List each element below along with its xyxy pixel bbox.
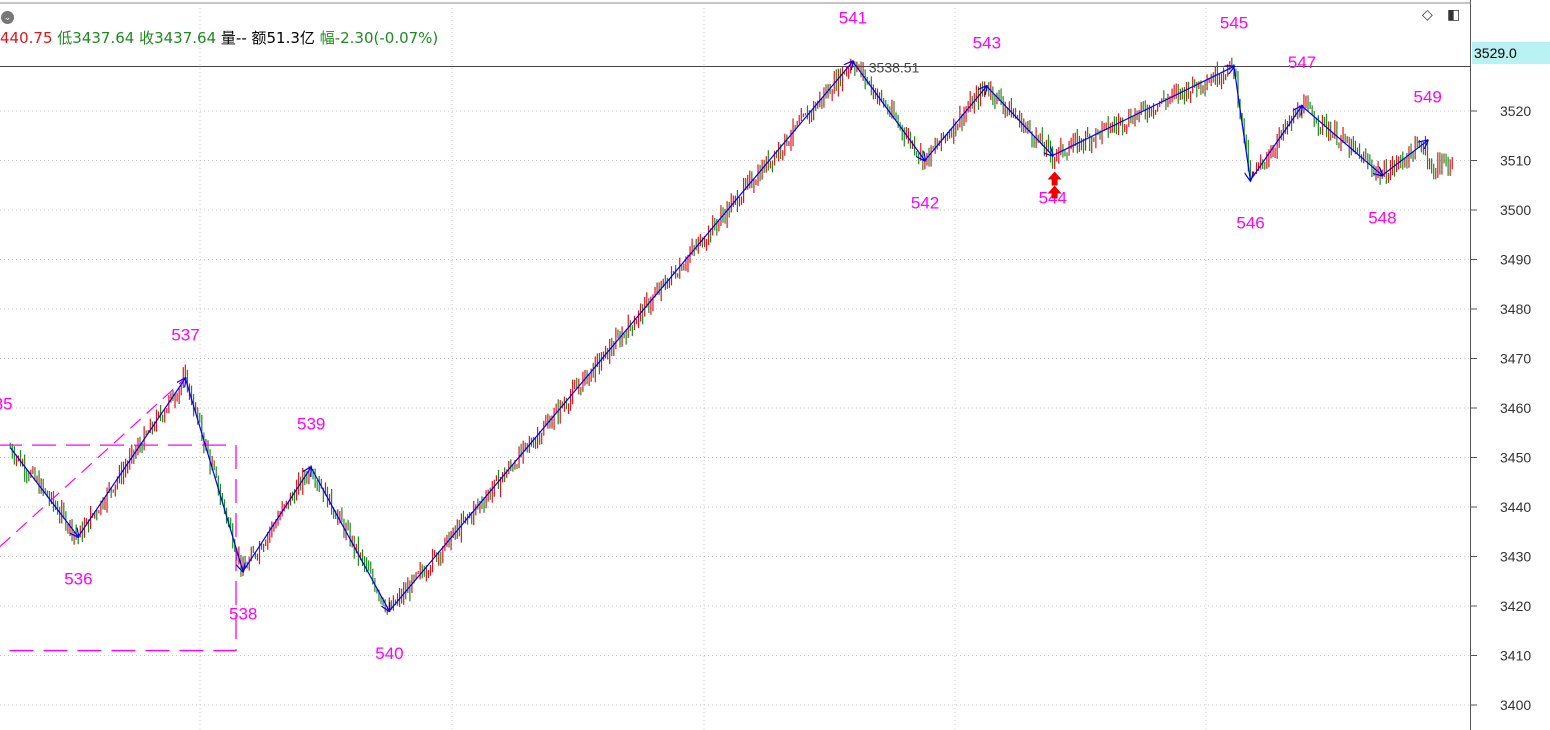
y-tick-label: 3450 <box>1500 450 1531 466</box>
high-marker-label: 3538.51 <box>869 59 920 75</box>
wave-label-549: 549 <box>1414 88 1442 107</box>
wave-segment <box>1249 106 1302 181</box>
ohlc-info-bar: 440.75 低3437.64 收3437.64 量-- 额51.3亿 幅-2.… <box>0 27 438 48</box>
low-value: 低3437.64 <box>57 29 135 47</box>
wave-label-548: 548 <box>1368 208 1396 227</box>
wave-segment <box>924 86 987 161</box>
wave-label-537: 537 <box>171 325 199 344</box>
wave-label-547: 547 <box>1288 53 1316 72</box>
amount-value: 额51.3亿 <box>251 29 315 47</box>
y-tick-label: 3500 <box>1500 202 1531 218</box>
y-tick-label: 3440 <box>1500 499 1531 515</box>
wave-segment <box>9 447 78 537</box>
wave-label-538: 538 <box>229 604 257 623</box>
y-tick-label: 3400 <box>1500 697 1531 713</box>
wave-segment <box>388 62 853 612</box>
wave-segment <box>242 467 311 572</box>
buy-signal-arrow-icon <box>1047 171 1062 199</box>
y-tick-label: 3430 <box>1500 549 1531 565</box>
wave-segment <box>77 378 185 538</box>
high-value: 440.75 <box>0 29 53 47</box>
wave-segment <box>852 61 925 161</box>
wave-segment <box>310 467 389 611</box>
current-price-badge: 3529.0 <box>1472 42 1550 64</box>
panel-toggle-icon[interactable]: ◧ <box>1447 6 1461 22</box>
close-value: 收3437.64 <box>139 29 217 47</box>
wave-label-541: 541 <box>839 9 867 28</box>
wave-label-535: 535 <box>0 395 13 414</box>
channel-line <box>0 377 186 548</box>
y-tick-label: 3470 <box>1500 351 1531 367</box>
wave-segment <box>184 378 243 571</box>
wave-label-539: 539 <box>297 414 325 433</box>
wave-segment <box>1052 66 1234 157</box>
change-value: 幅-2.30(-0.07%) <box>319 29 439 47</box>
wave-label-545: 545 <box>1220 13 1248 32</box>
y-tick-label: 3420 <box>1500 598 1531 614</box>
y-tick-label: 3510 <box>1500 153 1531 169</box>
wave-segment <box>986 85 1053 155</box>
wave-label-542: 542 <box>911 194 939 213</box>
y-tick-label: 3460 <box>1500 400 1531 416</box>
wave-label-546: 546 <box>1236 213 1264 232</box>
y-tick-label: 3520 <box>1500 103 1531 119</box>
volume-value: 量-- <box>220 29 247 47</box>
y-tick-label: 3490 <box>1500 252 1531 268</box>
wave-segment <box>1381 141 1427 176</box>
y-tick-label: 3410 <box>1500 648 1531 664</box>
wave-segment <box>1301 105 1382 175</box>
wave-segment <box>1233 66 1250 180</box>
diamond-icon[interactable]: ◇ <box>1422 6 1433 22</box>
y-tick-label: 3480 <box>1500 301 1531 317</box>
collapse-icon[interactable]: ⌄ <box>1 11 14 24</box>
wave-label-540: 540 <box>375 644 403 663</box>
wave-label-536: 536 <box>64 570 92 589</box>
chart-plot-area[interactable] <box>0 0 1471 730</box>
wave-label-543: 543 <box>973 33 1001 52</box>
